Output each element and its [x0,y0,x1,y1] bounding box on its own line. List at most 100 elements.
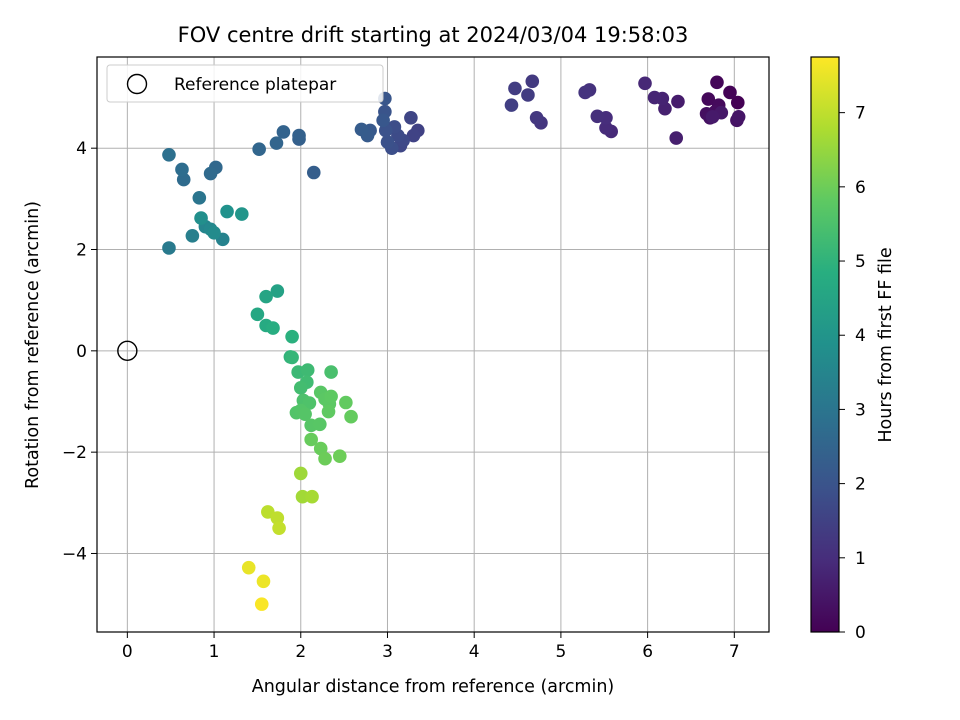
y-tick-label: 2 [76,241,87,261]
scatter-point [590,109,605,124]
scatter-point [305,489,319,504]
x-tick-label: 4 [469,642,480,662]
scatter-point [276,125,291,139]
scatter-point [185,229,200,243]
y-tick-label: 0 [76,342,87,362]
scatter-point [269,136,284,150]
colorbar-label: Hours from first FF file [876,247,896,442]
scatter-point [175,162,189,177]
data-points [162,74,746,611]
scatter-point [285,350,299,365]
scatter-point [324,389,338,404]
colorbar [811,57,839,632]
scatter-point [701,92,716,106]
scatter-point [406,128,421,143]
scatter-point [270,284,285,298]
scatter-point [504,98,519,112]
scatter-point [207,225,221,240]
colorbar-tick-label: 1 [855,549,866,569]
scatter-point [529,110,544,125]
scatter-point [710,75,724,90]
y-axis-label: Rotation from reference (arcmin) [23,201,43,489]
scatter-point [292,128,306,143]
x-tick-label: 0 [122,642,133,662]
scatter-point [344,409,358,424]
colorbar-frame [810,56,840,633]
scatter-point [521,88,535,102]
grid-lines [97,57,769,632]
scatter-point [731,109,746,124]
x-tick-label: 5 [555,642,566,662]
scatter-point [293,466,308,481]
scatter-point [220,204,234,219]
legend-label: Reference platepar [174,75,336,95]
colorbar-tick-label: 3 [855,400,866,420]
x-axis-label: Angular distance from reference (arcmin) [252,677,615,697]
colorbar-tick-label: 4 [855,326,866,346]
scatter-point [285,329,299,344]
y-tick-label: −4 [62,544,87,564]
plot-frame [96,56,770,633]
scatter-point [730,95,745,110]
scatter-point [298,407,312,421]
scatter-point [162,147,176,162]
scatter-point [404,110,418,125]
scatter-point [525,74,540,89]
colorbar-ticks: 0 1 2 3 4 5 6 7 [839,104,866,643]
chart-title: FOV centre drift starting at 2024/03/04 … [178,23,689,47]
scatter-point [304,432,318,447]
x-axis-ticks: 0 1 2 3 4 5 6 7 [122,632,740,662]
colorbar-tick-label: 6 [855,178,866,198]
x-tick-label: 6 [642,642,653,662]
scatter-point [321,404,336,419]
y-tick-label: 4 [76,139,87,159]
scatter-point [339,395,353,410]
scatter-point [508,81,522,96]
y-axis-ticks: −4 −2 0 2 4 [62,139,97,564]
colorbar-tick-label: 0 [855,623,866,643]
x-tick-label: 2 [295,642,306,662]
scatter-point [599,121,613,135]
scatter-point [647,90,662,105]
scatter-point [638,76,652,91]
scatter-point [306,165,321,180]
scatter-point [250,307,265,322]
scatter-point [354,122,369,137]
scatter-point [256,574,271,589]
scatter-point [318,451,332,466]
scatter-point [671,94,685,109]
scatter-point [241,560,256,575]
scatter-point [723,85,737,100]
scatter-point [313,417,327,432]
reference-point [117,340,138,362]
legend-box [106,64,384,103]
scatter-point [578,85,592,100]
scatter-point [272,521,286,535]
scatter-point [293,381,308,395]
scatter-point [705,109,720,124]
scatter-point [254,597,269,611]
scatter-point [194,211,208,225]
scatter-point [669,131,684,145]
scatter-point [270,511,285,525]
scatter-point [162,241,176,255]
x-tick-label: 3 [382,642,393,662]
scatter-point [376,113,390,128]
scatter-point [380,135,395,149]
scatter-point [176,172,191,187]
colorbar-tick-label: 7 [855,104,866,124]
scatter-point [252,142,266,157]
legend: Reference platepar [106,64,384,103]
legend-marker [126,73,148,95]
colorbar-tick-label: 5 [855,252,866,272]
scatter-point [235,207,249,221]
x-tick-label: 1 [209,642,220,662]
scatter-point [300,363,315,377]
colorbar-tick-label: 2 [855,475,866,495]
scatter-point [192,191,207,205]
y-tick-label: −2 [62,443,87,463]
scatter-point [332,449,347,464]
reference-marker [117,340,138,362]
scatter-point [203,166,218,181]
